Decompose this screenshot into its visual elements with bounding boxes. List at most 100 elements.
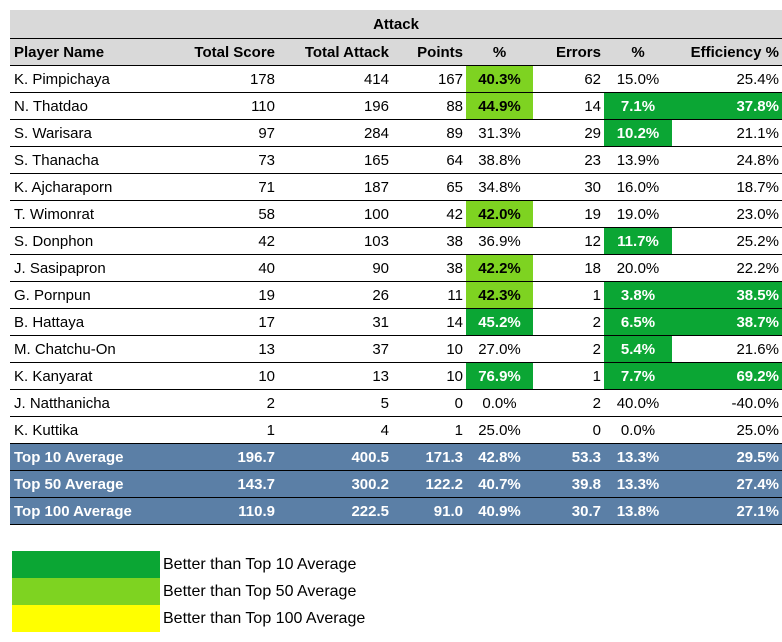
header-efficiency: Efficiency % [672, 38, 782, 66]
legend-item: Better than Top 10 Average [12, 551, 365, 578]
player-name-cell: M. Chatchu-On [10, 335, 153, 363]
total-attack-cell: 300.2 [278, 470, 392, 498]
total-attack-cell: 165 [278, 146, 392, 174]
player-name-cell: J. Sasipapron [10, 254, 153, 282]
errors-pct-cell: 19.0% [604, 200, 672, 228]
errors-pct-cell: 5.4% [604, 335, 672, 363]
total-attack-cell: 5 [278, 389, 392, 417]
errors-pct-cell: 13.8% [604, 497, 672, 525]
errors-pct-cell: 13.3% [604, 470, 672, 498]
header-points: Points [392, 38, 466, 66]
errors-cell: 23 [533, 146, 604, 174]
points-cell: 1 [392, 416, 466, 444]
legend-item: Better than Top 100 Average [12, 605, 365, 632]
efficiency-cell: 23.0% [672, 200, 782, 228]
errors-cell: 1 [533, 281, 604, 309]
errors-pct-cell: 7.7% [604, 362, 672, 390]
points-pct-cell: 38.8% [466, 146, 533, 174]
efficiency-cell: 24.8% [672, 146, 782, 174]
efficiency-cell: 22.2% [672, 254, 782, 282]
points-cell: 10 [392, 335, 466, 363]
efficiency-cell: -40.0% [672, 389, 782, 417]
errors-pct-cell: 6.5% [604, 308, 672, 336]
player-row: S. Donphon 42 103 38 36.9% 12 11.7% 25.2% [10, 227, 782, 255]
efficiency-cell: 21.6% [672, 335, 782, 363]
errors-cell: 0 [533, 416, 604, 444]
errors-pct-cell: 3.8% [604, 281, 672, 309]
errors-cell: 62 [533, 65, 604, 93]
total-score-cell: 10 [153, 362, 278, 390]
errors-cell: 18 [533, 254, 604, 282]
legend-swatch [12, 551, 160, 578]
points-cell: 14 [392, 308, 466, 336]
total-attack-cell: 196 [278, 92, 392, 120]
average-row: Top 50 Average 143.7 300.2 122.2 40.7% 39.8 13… [10, 470, 782, 498]
header-total-attack: Total Attack [278, 38, 392, 66]
points-cell: 171.3 [392, 443, 466, 471]
player-name-cell: Top 100 Average [10, 497, 153, 525]
total-attack-cell: 187 [278, 173, 392, 201]
player-name-cell: K. Pimpichaya [10, 65, 153, 93]
errors-cell: 39.8 [533, 470, 604, 498]
points-pct-cell: 42.3% [466, 281, 533, 309]
efficiency-cell: 29.5% [672, 443, 782, 471]
player-row: G. Pornpun 19 26 11 42.3% 1 3.8% 38.5% [10, 281, 782, 309]
player-name-cell: Top 50 Average [10, 470, 153, 498]
header-player-name: Player Name [10, 38, 153, 66]
player-name-cell: S. Warisara [10, 119, 153, 147]
efficiency-cell: 27.4% [672, 470, 782, 498]
efficiency-cell: 27.1% [672, 497, 782, 525]
legend-item: Better than Top 50 Average [12, 578, 365, 605]
column-header-row: Player Name Total Score Total Attack Poi… [10, 38, 782, 66]
player-name-cell: J. Natthanicha [10, 389, 153, 417]
efficiency-cell: 25.2% [672, 227, 782, 255]
player-name-cell: K. Kuttika [10, 416, 153, 444]
total-attack-cell: 37 [278, 335, 392, 363]
total-score-cell: 196.7 [153, 443, 278, 471]
legend-label: Better than Top 50 Average [163, 582, 357, 600]
total-score-cell: 97 [153, 119, 278, 147]
total-attack-cell: 31 [278, 308, 392, 336]
errors-pct-cell: 13.3% [604, 443, 672, 471]
efficiency-cell: 38.7% [672, 308, 782, 336]
header-errors: Errors [533, 38, 604, 66]
average-row: Top 100 Average 110.9 222.5 91.0 40.9% 30.7 13… [10, 497, 782, 525]
points-cell: 91.0 [392, 497, 466, 525]
errors-pct-cell: 40.0% [604, 389, 672, 417]
points-cell: 89 [392, 119, 466, 147]
player-name-cell: B. Hattaya [10, 308, 153, 336]
total-score-cell: 42 [153, 227, 278, 255]
total-attack-cell: 222.5 [278, 497, 392, 525]
player-name-cell: N. Thatdao [10, 92, 153, 120]
total-attack-cell: 414 [278, 65, 392, 93]
points-cell: 0 [392, 389, 466, 417]
points-pct-cell: 40.7% [466, 470, 533, 498]
errors-cell: 12 [533, 227, 604, 255]
player-row: T. Wimonrat 58 100 42 42.0% 19 19.0% 23.0% [10, 200, 782, 228]
legend: Better than Top 10 Average Better than To… [12, 551, 365, 632]
player-row: S. Thanacha 73 165 64 38.8% 23 13.9% 24.8% [10, 146, 782, 174]
errors-cell: 30.7 [533, 497, 604, 525]
total-score-cell: 2 [153, 389, 278, 417]
total-attack-cell: 100 [278, 200, 392, 228]
points-pct-cell: 45.2% [466, 308, 533, 336]
efficiency-cell: 69.2% [672, 362, 782, 390]
errors-pct-cell: 15.0% [604, 65, 672, 93]
player-row: N. Thatdao 110 196 88 44.9% 14 7.1% 37.8% [10, 92, 782, 120]
points-cell: 122.2 [392, 470, 466, 498]
errors-pct-cell: 7.1% [604, 92, 672, 120]
points-pct-cell: 42.0% [466, 200, 533, 228]
errors-pct-cell: 13.9% [604, 146, 672, 174]
errors-cell: 2 [533, 335, 604, 363]
total-score-cell: 73 [153, 146, 278, 174]
points-pct-cell: 34.8% [466, 173, 533, 201]
errors-pct-cell: 20.0% [604, 254, 672, 282]
points-cell: 11 [392, 281, 466, 309]
errors-pct-cell: 10.2% [604, 119, 672, 147]
efficiency-cell: 25.4% [672, 65, 782, 93]
player-row: M. Chatchu-On 13 37 10 27.0% 2 5.4% 21.6% [10, 335, 782, 363]
header-total-score: Total Score [153, 38, 278, 66]
player-name-cell: K. Ajcharaporn [10, 173, 153, 201]
player-name-cell: S. Donphon [10, 227, 153, 255]
points-cell: 64 [392, 146, 466, 174]
